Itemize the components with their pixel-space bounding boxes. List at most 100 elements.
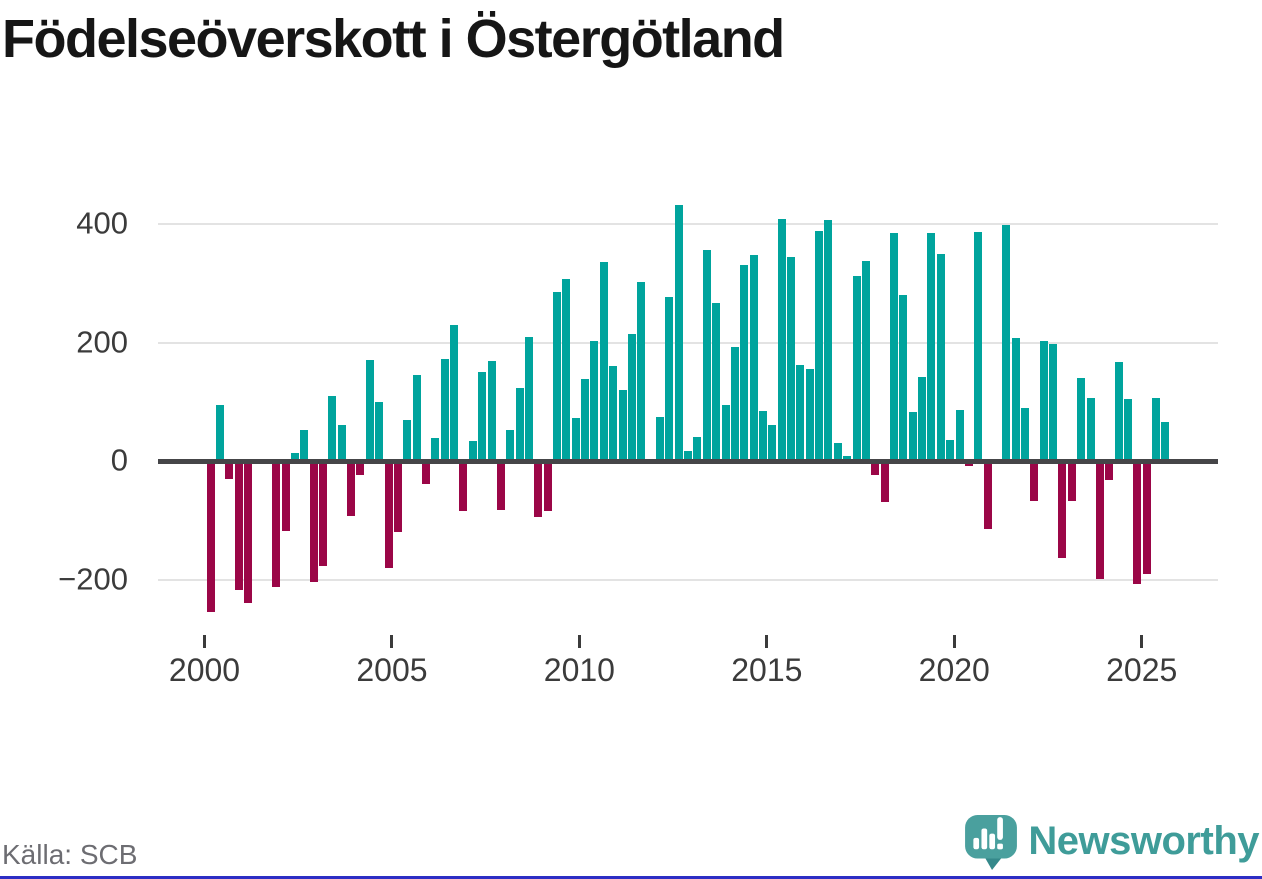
newsworthy-wordmark: Newsworthy <box>1028 819 1259 863</box>
bar-positive <box>833 443 842 461</box>
bar-positive <box>1152 398 1161 461</box>
bar-positive <box>1077 378 1086 461</box>
bar-negative <box>871 461 880 476</box>
bar-positive <box>1021 408 1030 461</box>
bar-positive <box>768 425 777 461</box>
x-axis-tick-2020 <box>952 635 956 648</box>
x-axis-zero-line <box>158 458 1218 464</box>
bar-positive <box>758 411 767 461</box>
bar-positive <box>1123 398 1132 461</box>
bar-positive <box>412 375 421 461</box>
bar-positive <box>787 257 796 461</box>
bar-negative <box>225 461 234 480</box>
x-axis-tick-2005 <box>390 635 394 648</box>
bar-positive <box>571 418 580 461</box>
y-axis-label--200: −200 <box>58 560 128 596</box>
bar-positive <box>431 438 440 461</box>
bar-negative <box>234 461 243 591</box>
x-axis-label-2000: 2000 <box>168 652 241 688</box>
bar-positive <box>730 346 739 461</box>
y-axis-label-400: 400 <box>76 205 128 241</box>
bar-positive <box>889 233 898 461</box>
bar-positive <box>1002 225 1011 461</box>
bar-positive <box>899 295 908 461</box>
bar-negative <box>880 461 889 503</box>
bar-positive <box>478 372 487 461</box>
gridline-400 <box>158 223 1218 225</box>
bar-positive <box>721 404 730 461</box>
bar-positive <box>1114 362 1123 461</box>
bar-positive <box>693 436 702 461</box>
bar-positive <box>375 401 384 461</box>
bar-negative <box>1133 461 1142 585</box>
x-axis-tick-2010 <box>577 635 581 648</box>
y-axis-label-200: 200 <box>76 323 128 359</box>
bar-positive <box>740 264 749 461</box>
bar-positive <box>796 365 805 461</box>
bar-positive <box>450 324 459 461</box>
x-axis-label-2025: 2025 <box>1106 652 1178 688</box>
x-axis-label-2015: 2015 <box>731 652 803 688</box>
bar-positive <box>1049 344 1058 461</box>
bar-positive <box>599 261 608 461</box>
bar-positive <box>581 379 590 461</box>
bar-negative <box>421 461 430 484</box>
bar-positive <box>627 334 636 461</box>
bar-positive <box>805 368 814 461</box>
bar-negative <box>1030 461 1039 501</box>
bar-positive <box>749 254 758 461</box>
bar-negative <box>281 461 290 531</box>
newsworthy-logo: Newsworthy <box>965 815 1259 875</box>
bar-positive <box>590 340 599 461</box>
x-axis-tick-2000 <box>203 635 206 648</box>
bar-positive <box>918 377 927 461</box>
bar-positive <box>440 359 449 461</box>
bar-negative <box>272 461 281 587</box>
bar-negative <box>1067 461 1076 501</box>
bar-negative <box>309 461 318 583</box>
bar-positive <box>487 360 496 461</box>
bar-negative <box>393 461 402 533</box>
bar-positive <box>852 276 861 461</box>
bar-positive <box>861 260 870 461</box>
bar-negative <box>319 461 328 567</box>
bar-negative <box>206 461 215 613</box>
bar-negative <box>534 461 543 518</box>
bar-positive <box>468 440 477 461</box>
bar-positive <box>300 429 309 461</box>
bar-positive <box>936 254 945 461</box>
bar-negative <box>1095 461 1104 579</box>
bar-positive <box>712 303 721 461</box>
bar-positive <box>562 279 571 461</box>
bar-positive <box>553 292 562 461</box>
bar-positive <box>365 360 374 461</box>
bar-negative <box>496 461 505 510</box>
gridline-200 <box>158 341 1218 344</box>
bar-positive <box>815 231 824 461</box>
bar-positive <box>655 416 664 461</box>
bar-negative <box>459 461 468 511</box>
bar-negative <box>983 461 992 530</box>
bar-positive <box>777 218 786 461</box>
x-axis-label-2020: 2020 <box>918 652 990 688</box>
bar-positive <box>216 404 225 461</box>
bar-negative <box>244 461 253 603</box>
bar-positive <box>515 387 524 461</box>
bar-negative <box>347 461 356 517</box>
bar-positive <box>1161 422 1170 461</box>
bar-negative <box>1105 461 1114 480</box>
newsworthy-speech-bubble-chart-icon <box>965 815 1018 870</box>
bar-negative <box>543 461 552 511</box>
bar-positive <box>946 440 955 461</box>
bar-positive <box>637 282 646 461</box>
bar-positive <box>955 410 964 461</box>
bar-positive <box>337 424 346 461</box>
bar-negative <box>384 461 393 568</box>
x-axis-label-2005: 2005 <box>356 652 428 688</box>
bar-positive <box>974 232 983 461</box>
x-axis-label-2010: 2010 <box>543 652 615 688</box>
bar-positive <box>1086 398 1095 461</box>
x-axis-tick-2025 <box>1140 635 1144 648</box>
